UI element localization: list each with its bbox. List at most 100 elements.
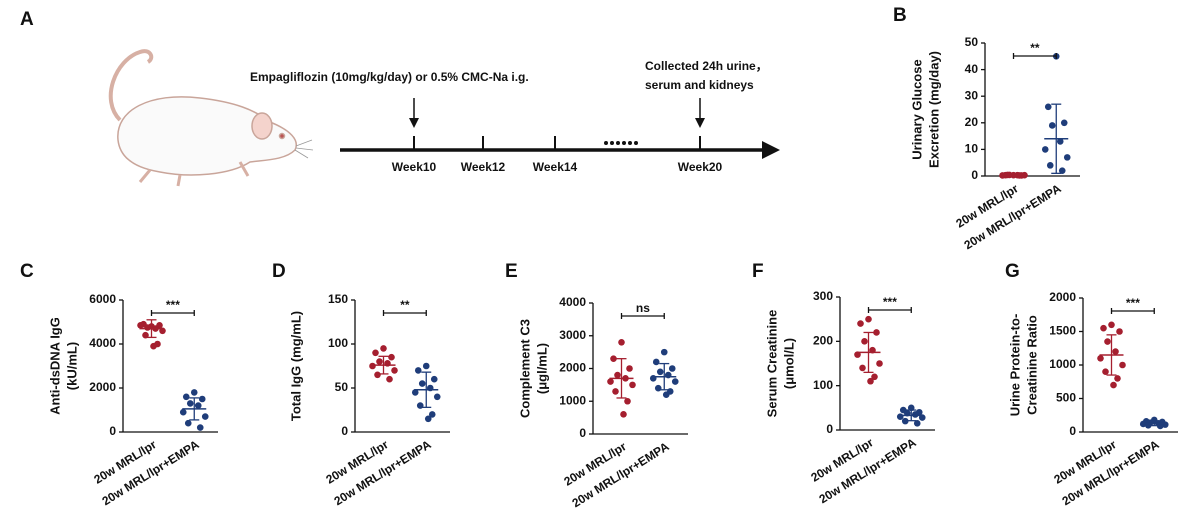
data-point [1116,328,1123,335]
data-point [607,378,614,385]
data-point [1044,103,1052,111]
data-point [184,419,192,427]
panel-label: F [752,261,764,282]
data-point [859,364,866,372]
y-tick-label: 50 [965,35,979,49]
data-point [391,367,398,374]
significance-label: ** [400,298,410,312]
data-point [150,342,157,350]
data-point [896,413,904,421]
data-point [1048,122,1056,129]
y-axis-label: (μmol/L) [781,338,796,389]
y-tick-label: 3000 [559,328,586,342]
week-label: Week10 [392,160,437,174]
y-axis-label: Anti-dsDNA IgG [47,317,62,415]
data-point [913,420,921,427]
data-point [1046,162,1054,169]
data-point [618,339,625,346]
y-axis-label: Complement C3 [517,319,532,418]
y-tick-label: 200 [813,334,833,348]
y-tick-label: 4000 [89,336,116,350]
data-point [179,408,187,416]
y-tick-label: 100 [328,336,348,350]
y-tick-label: 0 [109,424,116,438]
mouse-illustration [108,49,314,187]
data-point [414,367,422,374]
y-axis-label: Excretion (mg/day) [926,51,941,168]
significance-label: *** [166,298,180,312]
data-point [424,415,432,423]
data-point [612,388,619,395]
data-point [865,315,872,323]
data-point [1112,348,1119,355]
y-tick-label: 50 [335,380,349,394]
data-point [1102,368,1109,376]
data-point [201,413,209,420]
data-point [411,389,419,396]
data-point [624,397,631,405]
y-tick-label: 20 [965,115,979,129]
treatment-label: Empagliflozin (10mg/kg/day) or 0.5% CMC-… [250,70,529,84]
data-point [144,324,151,331]
week-label: Week12 [461,160,506,174]
data-point [418,380,426,387]
y-axis-label: Total IgG (mg/mL) [288,311,303,421]
data-point [198,395,206,403]
data-point [857,320,864,327]
data-point [1060,119,1068,127]
data-point [380,345,387,352]
y-tick-label: 100 [813,378,833,392]
panel-label: D [272,261,286,282]
data-point [610,355,617,362]
y-tick-label: 4000 [559,295,586,309]
y-tick-label: 0 [1069,424,1076,438]
y-axis-label: Urine Protein-to- [1007,314,1022,417]
timeline [340,98,780,159]
data-point [911,411,919,418]
data-point [372,349,379,357]
y-tick-label: 0 [579,426,586,440]
y-axis-label: Creatinine Ratio [1024,315,1039,415]
data-point [186,400,194,407]
y-tick-label: 10 [965,142,979,156]
data-point [388,353,395,361]
data-point [876,360,883,367]
y-tick-label: 40 [965,62,979,76]
y-tick-label: 1000 [1049,357,1076,371]
data-point [1119,361,1126,369]
data-point [901,417,909,425]
significance-label: ns [636,301,650,315]
panel-label: A [20,9,34,30]
data-point [620,411,627,418]
data-point [428,411,436,418]
y-axis-label: (kU/mL) [64,342,79,390]
data-point [656,368,664,376]
data-point [376,358,383,365]
y-axis-label: (μgl/mL) [534,343,549,394]
collection-label: Collected 24h urine， [645,59,768,73]
data-point [1114,375,1121,382]
data-point [871,373,878,381]
data-point [1110,381,1117,389]
collection-label: serum and kidneys [645,78,754,92]
data-point [1063,154,1071,161]
y-tick-label: 2000 [1049,290,1076,304]
data-point [196,424,204,431]
data-point [1100,324,1107,332]
week-label: Week14 [533,160,578,174]
data-point [652,358,660,366]
data-point [654,384,662,392]
y-tick-label: 0 [341,424,348,438]
data-point [873,329,880,336]
y-tick-label: 0 [826,422,833,436]
y-tick-label: 150 [328,292,348,306]
significance-label: *** [883,295,897,309]
data-point [422,362,430,370]
data-point [1056,138,1064,145]
data-point [137,322,144,329]
significance-label: ** [1030,41,1040,55]
y-axis-label: Serum Creatinine [764,310,779,418]
data-point [662,391,670,399]
